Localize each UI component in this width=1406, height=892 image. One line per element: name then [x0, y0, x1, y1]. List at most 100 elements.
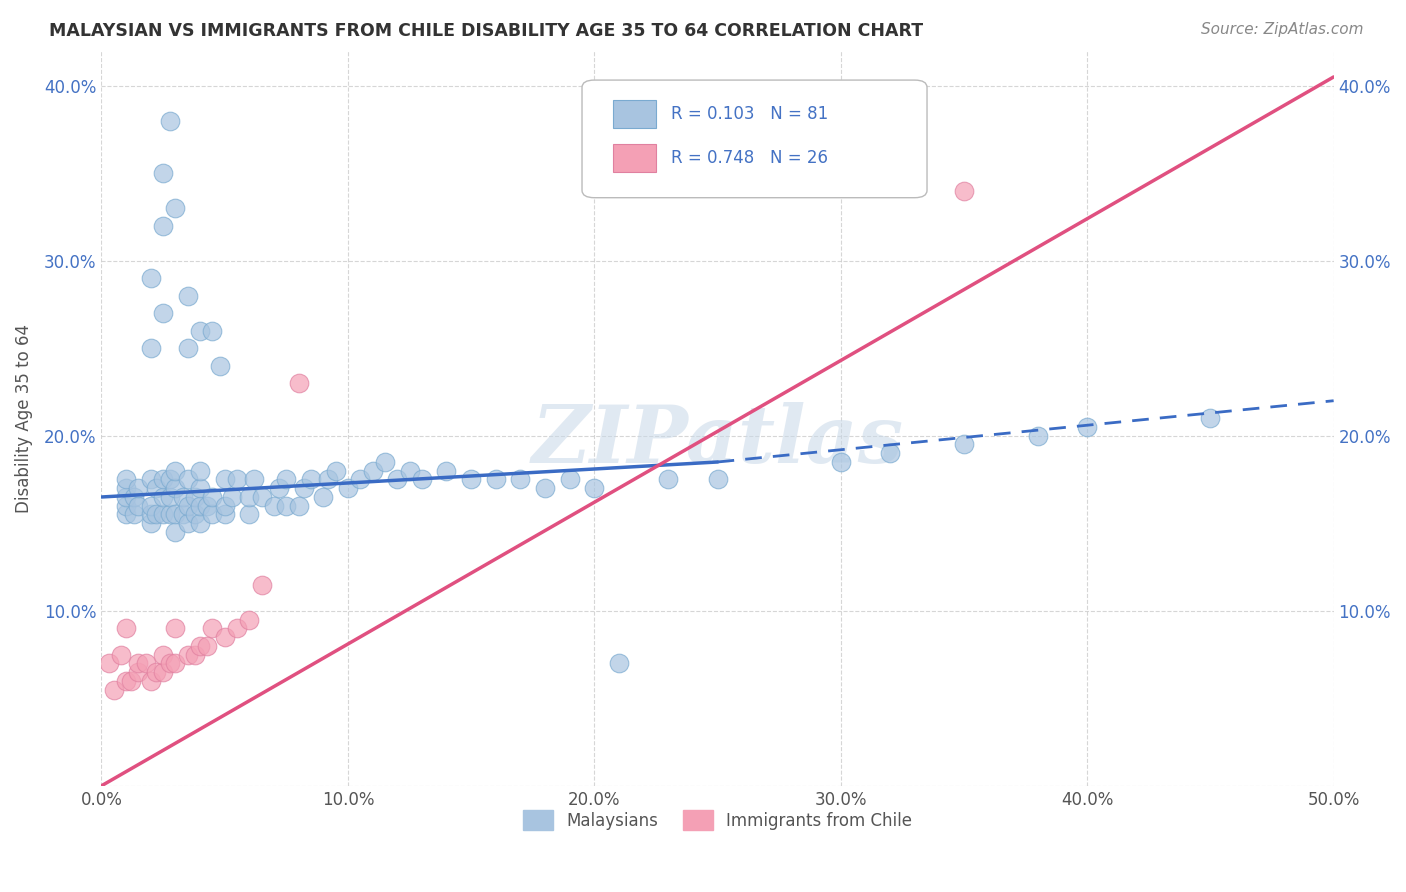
Y-axis label: Disability Age 35 to 64: Disability Age 35 to 64	[15, 324, 32, 513]
Point	[325, 464, 347, 478]
Point	[152, 306, 174, 320]
Point	[177, 516, 200, 531]
Point	[1076, 420, 1098, 434]
Point	[145, 508, 167, 522]
Point	[214, 508, 236, 522]
Point	[287, 499, 309, 513]
Point	[583, 481, 606, 495]
Point	[159, 657, 181, 671]
Point	[152, 490, 174, 504]
Point	[165, 201, 187, 215]
Point	[127, 481, 149, 495]
Text: MALAYSIAN VS IMMIGRANTS FROM CHILE DISABILITY AGE 35 TO 64 CORRELATION CHART: MALAYSIAN VS IMMIGRANTS FROM CHILE DISAB…	[49, 22, 924, 40]
Point	[152, 219, 174, 233]
Point	[349, 473, 371, 487]
Point	[214, 499, 236, 513]
Point	[188, 481, 211, 495]
Point	[172, 490, 194, 504]
Text: R = 0.103   N = 81: R = 0.103 N = 81	[671, 105, 828, 123]
Point	[127, 665, 149, 679]
Point	[226, 621, 249, 635]
Point	[250, 577, 273, 591]
Point	[385, 473, 408, 487]
Point	[135, 657, 157, 671]
Point	[127, 499, 149, 513]
Point	[374, 455, 396, 469]
Point	[534, 481, 557, 495]
Point	[361, 464, 384, 478]
Point	[201, 490, 224, 504]
Point	[287, 376, 309, 391]
Point	[103, 682, 125, 697]
Point	[188, 639, 211, 653]
Point	[879, 446, 901, 460]
Point	[706, 473, 728, 487]
Point	[830, 455, 852, 469]
Point	[607, 657, 630, 671]
FancyBboxPatch shape	[613, 144, 657, 172]
Text: Source: ZipAtlas.com: Source: ZipAtlas.com	[1201, 22, 1364, 37]
Point	[115, 499, 138, 513]
Point	[238, 490, 260, 504]
Point	[238, 508, 260, 522]
Point	[152, 166, 174, 180]
Point	[276, 473, 298, 487]
Point	[165, 508, 187, 522]
Point	[115, 508, 138, 522]
Text: R = 0.748   N = 26: R = 0.748 N = 26	[671, 149, 828, 167]
Point	[292, 481, 315, 495]
Point	[436, 464, 458, 478]
Point	[208, 359, 231, 373]
Point	[188, 516, 211, 531]
Point	[398, 464, 420, 478]
Point	[159, 508, 181, 522]
Point	[276, 499, 298, 513]
Point	[336, 481, 359, 495]
Point	[127, 657, 149, 671]
Point	[165, 524, 187, 539]
Point	[485, 473, 508, 487]
Point	[226, 473, 249, 487]
Point	[177, 499, 200, 513]
Point	[145, 665, 167, 679]
Point	[115, 481, 138, 495]
Point	[139, 271, 162, 285]
Text: ZIPatlas: ZIPatlas	[531, 401, 904, 479]
Point	[110, 648, 132, 662]
FancyBboxPatch shape	[613, 100, 657, 128]
Point	[184, 490, 207, 504]
Point	[214, 630, 236, 644]
Point	[115, 490, 138, 504]
Point	[139, 508, 162, 522]
Point	[316, 473, 339, 487]
Point	[267, 481, 290, 495]
Point	[159, 473, 181, 487]
Point	[177, 473, 200, 487]
Point	[139, 516, 162, 531]
Point	[1199, 411, 1222, 425]
Point	[184, 508, 207, 522]
Point	[139, 341, 162, 355]
Point	[177, 648, 200, 662]
Point	[120, 673, 142, 688]
Point	[165, 621, 187, 635]
Point	[263, 499, 285, 513]
Point	[159, 113, 181, 128]
Point	[197, 499, 219, 513]
Point	[122, 490, 145, 504]
Point	[122, 508, 145, 522]
Point	[460, 473, 482, 487]
Point	[201, 324, 224, 338]
Point	[165, 481, 187, 495]
Point	[172, 508, 194, 522]
Point	[165, 657, 187, 671]
Point	[152, 473, 174, 487]
Point	[197, 639, 219, 653]
Legend: Malaysians, Immigrants from Chile: Malaysians, Immigrants from Chile	[516, 804, 920, 837]
Point	[145, 481, 167, 495]
Point	[1026, 428, 1049, 442]
Point	[312, 490, 335, 504]
Point	[558, 473, 581, 487]
Point	[188, 324, 211, 338]
Point	[221, 490, 243, 504]
